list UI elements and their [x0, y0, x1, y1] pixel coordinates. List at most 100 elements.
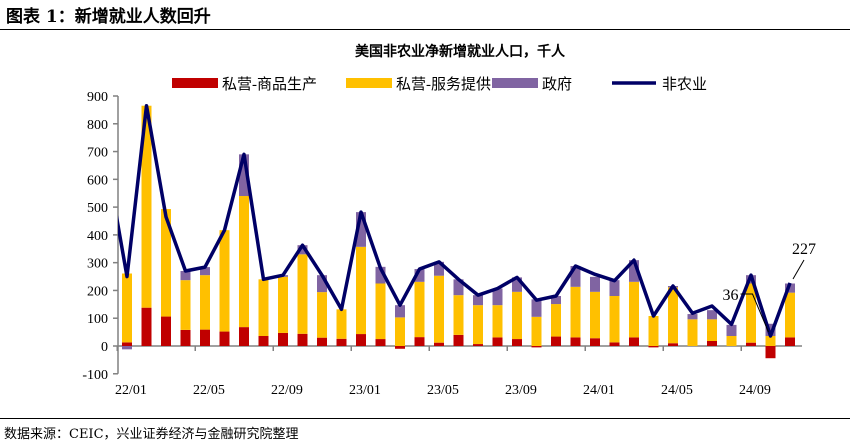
- bar-segment: [746, 342, 756, 346]
- bar-segment: [609, 342, 620, 346]
- annotation-leader: [740, 293, 769, 333]
- bar-segment: [161, 316, 171, 346]
- bar-segment: [317, 275, 327, 293]
- bar-segment: [336, 309, 347, 339]
- y-tick-label: 900: [87, 90, 108, 105]
- bars: [122, 105, 795, 359]
- bar-segment: [687, 314, 698, 320]
- annotation-label: 36: [723, 287, 739, 304]
- bar-segment: [161, 209, 171, 317]
- bar-segment: [570, 266, 581, 287]
- bar-segment: [473, 305, 483, 345]
- y-tick-label: 700: [87, 146, 108, 161]
- nonfarm-line: [118, 103, 792, 338]
- bar-segment: [492, 288, 503, 306]
- bar-segment: [473, 344, 483, 346]
- bar-segment: [707, 310, 717, 320]
- bar-segment: [122, 346, 132, 350]
- bar-segment: [648, 346, 659, 348]
- bar-segment: [590, 291, 600, 339]
- bar-segment: [453, 295, 464, 335]
- bar-segment: [551, 296, 561, 305]
- annotation-leader: [792, 259, 805, 280]
- bar-segment: [278, 276, 288, 333]
- bar-segment: [609, 280, 620, 296]
- bar-segment: [492, 337, 503, 346]
- figure-title: 图表 1：新增就业人数回升: [6, 7, 211, 27]
- bar-segment: [512, 339, 522, 346]
- bar-segment: [122, 273, 132, 343]
- bar-segment: [531, 299, 542, 317]
- x-tick-label: 22/01: [115, 383, 147, 398]
- legend: 私营-商品生产 私营-服务提供 政府 非农业: [172, 76, 707, 93]
- bar-segment: [414, 269, 425, 282]
- x-tick-label: 24/09: [739, 383, 771, 398]
- bar-segment: [746, 283, 756, 343]
- bar-segment: [629, 337, 639, 346]
- x-tick-label: 23/01: [349, 383, 381, 398]
- y-tick-label: 200: [87, 284, 108, 299]
- bar-segment: [200, 275, 210, 330]
- bar-segment: [707, 341, 717, 346]
- bar-segment: [668, 343, 678, 346]
- legend-label: 政府: [542, 76, 572, 93]
- bar-segment: [180, 271, 191, 281]
- legend-swatch: [346, 78, 392, 88]
- y-tick-label: 100: [87, 312, 108, 327]
- bar-segment: [395, 317, 405, 346]
- bar-segment: [317, 337, 327, 346]
- bar-segment: [180, 329, 191, 346]
- y-tick-label: -100: [82, 368, 108, 383]
- bar-segment: [200, 267, 210, 276]
- y-tick-label: 800: [87, 118, 108, 133]
- bar-segment: [356, 334, 366, 346]
- bar-segment: [512, 291, 522, 340]
- bar-segment: [570, 337, 581, 346]
- legend-label: 非农业: [662, 76, 707, 93]
- bar-segment: [258, 279, 269, 336]
- bar-segment: [492, 305, 503, 338]
- bar-segment: [551, 304, 561, 337]
- legend-swatch: [492, 78, 538, 88]
- bar-segment: [239, 327, 249, 346]
- bar-segment: [785, 337, 795, 346]
- bar-segment: [453, 334, 464, 346]
- bar-segment: [609, 296, 620, 343]
- bar-segment: [219, 230, 230, 332]
- y-tick-label: 300: [87, 257, 108, 272]
- title-divider: [0, 29, 850, 30]
- chart-title: 美国非农业净新增就业人口，千人: [355, 43, 566, 60]
- bar-segment: [297, 333, 308, 346]
- legend-swatch: [172, 78, 218, 88]
- bar-segment: [258, 336, 269, 346]
- bar-segment: [200, 329, 210, 346]
- line-series: [118, 103, 792, 338]
- bar-segment: [765, 336, 776, 346]
- bar-segment: [219, 331, 230, 346]
- bar-segment: [629, 281, 639, 338]
- bar-segment: [765, 323, 776, 336]
- x-tick-label: 22/05: [193, 383, 225, 398]
- y-tick-label: 600: [87, 173, 108, 188]
- bar-segment: [336, 338, 347, 346]
- bar-segment: [414, 337, 425, 346]
- bar-segment: [765, 346, 776, 359]
- bar-segment: [141, 105, 152, 308]
- bar-segment: [590, 276, 600, 292]
- bar-segment: [570, 286, 581, 338]
- bar-segment: [434, 342, 444, 346]
- annotations: 227 36: [723, 241, 816, 333]
- bar-segment: [297, 254, 308, 334]
- legend-label: 私营-服务提供: [396, 76, 491, 93]
- x-tick-label: 24/01: [583, 383, 615, 398]
- bar-segment: [356, 246, 366, 335]
- bar-segment: [278, 332, 288, 346]
- bar-segment: [687, 319, 698, 346]
- bar-segment: [590, 338, 600, 346]
- bar-segment: [668, 287, 678, 344]
- x-tick-label: 23/09: [505, 383, 537, 398]
- bar-segment: [785, 292, 795, 338]
- y-tick-label: 0: [101, 340, 108, 355]
- bar-segment: [726, 324, 737, 336]
